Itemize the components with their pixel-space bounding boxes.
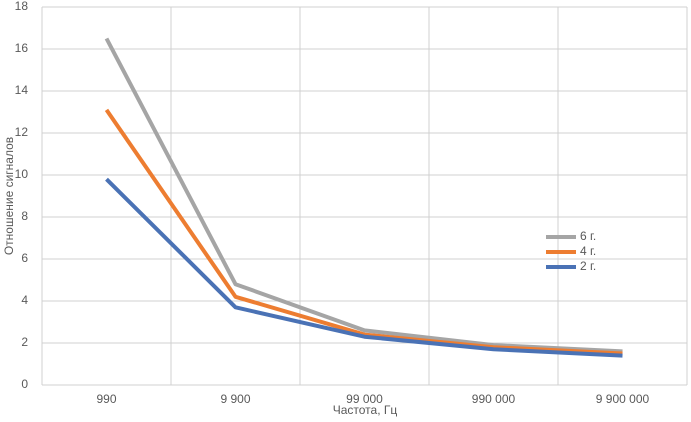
y-tick-label: 12 bbox=[15, 125, 29, 139]
x-tick-label: 9 900 bbox=[220, 392, 250, 406]
series-line bbox=[104, 108, 623, 356]
y-tick-label: 14 bbox=[15, 83, 29, 97]
legend-label: 4 г. bbox=[580, 244, 596, 258]
y-tick-label: 16 bbox=[15, 41, 29, 55]
legend-label: 6 г. bbox=[580, 229, 596, 243]
y-tick-label: 4 bbox=[21, 293, 28, 307]
x-tick-label: 9 900 000 bbox=[596, 392, 650, 406]
x-tick-label: 990 bbox=[96, 392, 116, 406]
y-tick-label: 18 bbox=[15, 0, 29, 13]
y-tick-label: 0 bbox=[21, 377, 28, 391]
y-tick-label: 2 bbox=[21, 335, 28, 349]
x-axis-title: Частота, Гц bbox=[333, 403, 398, 417]
legend-label: 2 г. bbox=[580, 259, 596, 273]
x-tick-label: 99 000 bbox=[346, 392, 383, 406]
y-tick-label: 10 bbox=[15, 167, 29, 181]
series-line bbox=[105, 177, 623, 358]
y-tick-label: 8 bbox=[21, 209, 28, 223]
series-line bbox=[104, 37, 623, 354]
y-axis-title: Отношение сигналов bbox=[2, 137, 16, 255]
y-tick-label: 6 bbox=[21, 251, 28, 265]
x-tick-label: 990 000 bbox=[472, 392, 516, 406]
